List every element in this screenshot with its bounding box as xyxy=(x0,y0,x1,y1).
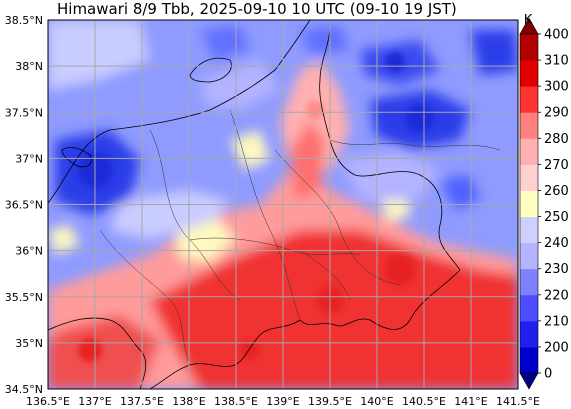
colorbar-segment xyxy=(520,34,538,61)
colorbar-tick-label: 230 xyxy=(544,262,569,277)
colorbar-tick-label: 200 xyxy=(544,340,569,355)
prefecture-boundaries xyxy=(99,109,501,366)
colorbar-segment xyxy=(520,86,538,113)
lat-tick-label: 35°N xyxy=(15,337,43,350)
colorbar-segment xyxy=(520,138,538,165)
lat-tick-label: 36.5°N xyxy=(5,199,43,212)
colorbar-segment xyxy=(520,164,538,191)
lat-tick-label: 38.5°N xyxy=(5,14,43,27)
lon-tick-label: 141.5°E xyxy=(496,395,540,408)
lon-tick-label: 141°E xyxy=(454,395,487,408)
colorbar-segment xyxy=(520,112,538,139)
coastlines xyxy=(48,20,461,389)
colorbar-tick-label: 220 xyxy=(544,288,569,303)
colorbar-tick-labels: 0 200 210 220 230 240 250 260 270 280 290 300 310 400 xyxy=(538,28,569,382)
colorbar-segment xyxy=(520,268,538,296)
colorbar-tick-label: 290 xyxy=(544,106,569,121)
colorbar-frame xyxy=(519,33,539,374)
colorbar-tick-label: 270 xyxy=(544,158,569,173)
map-title: Himawari 8/9 Tbb, 2025-09-10 10 UTC (09-… xyxy=(57,0,457,18)
gridlines xyxy=(48,20,518,389)
colorbar-unit-label: K xyxy=(524,13,533,28)
colorbar-segment xyxy=(520,294,538,322)
colorbar-tick-label: 300 xyxy=(544,80,569,95)
lat-tick-label: 34.5°N xyxy=(5,383,43,396)
lon-tick-label: 139.5°E xyxy=(308,395,352,408)
lat-tick-label: 36°N xyxy=(15,245,43,258)
colorbar-segment xyxy=(520,190,538,218)
lat-tick-label: 37.5°N xyxy=(5,106,43,119)
lat-tick-label: 37°N xyxy=(15,152,43,165)
colorbar-extend-min xyxy=(519,372,539,390)
colorbar-segment xyxy=(520,346,538,374)
colorbar-tick-label: 250 xyxy=(544,210,569,225)
colorbar-segment xyxy=(520,242,538,270)
lon-tick-label: 140°E xyxy=(360,395,393,408)
map-frame xyxy=(47,19,519,390)
colorbar-tick-label: 210 xyxy=(544,314,569,329)
colorbar-tick-label: 260 xyxy=(544,184,569,199)
lat-tick-labels: 34.5°N 35°N 35.5°N 36°N 36.5°N 37°N 37.5°N 38°N… xyxy=(5,14,43,396)
lat-tick-label: 38°N xyxy=(15,60,43,73)
colorbar-segment xyxy=(520,320,538,348)
colorbar-tick-label: 0 xyxy=(544,367,552,382)
lon-tick-label: 137.5°E xyxy=(120,395,164,408)
lon-tick-label: 138°E xyxy=(172,395,205,408)
lon-tick-label: 140.5°E xyxy=(402,395,446,408)
lon-tick-label: 136.5°E xyxy=(26,395,70,408)
colorbar-tick-label: 400 xyxy=(544,28,569,43)
colorbar-segment xyxy=(520,60,538,87)
colorbar-tick-label: 280 xyxy=(544,132,569,147)
lon-tick-label: 137°E xyxy=(78,395,111,408)
lon-tick-labels: 136.5°E 137°E 137.5°E 138°E 138.5°E 139°E 139.… xyxy=(26,395,540,408)
colorbar-segment xyxy=(520,216,538,244)
lat-tick-label: 35.5°N xyxy=(5,291,43,304)
colorbar xyxy=(519,17,539,390)
colorbar-tick-label: 240 xyxy=(544,236,569,251)
lon-tick-label: 139°E xyxy=(266,395,299,408)
lon-tick-label: 138.5°E xyxy=(214,395,258,408)
colorbar-tick-label: 310 xyxy=(544,54,569,69)
